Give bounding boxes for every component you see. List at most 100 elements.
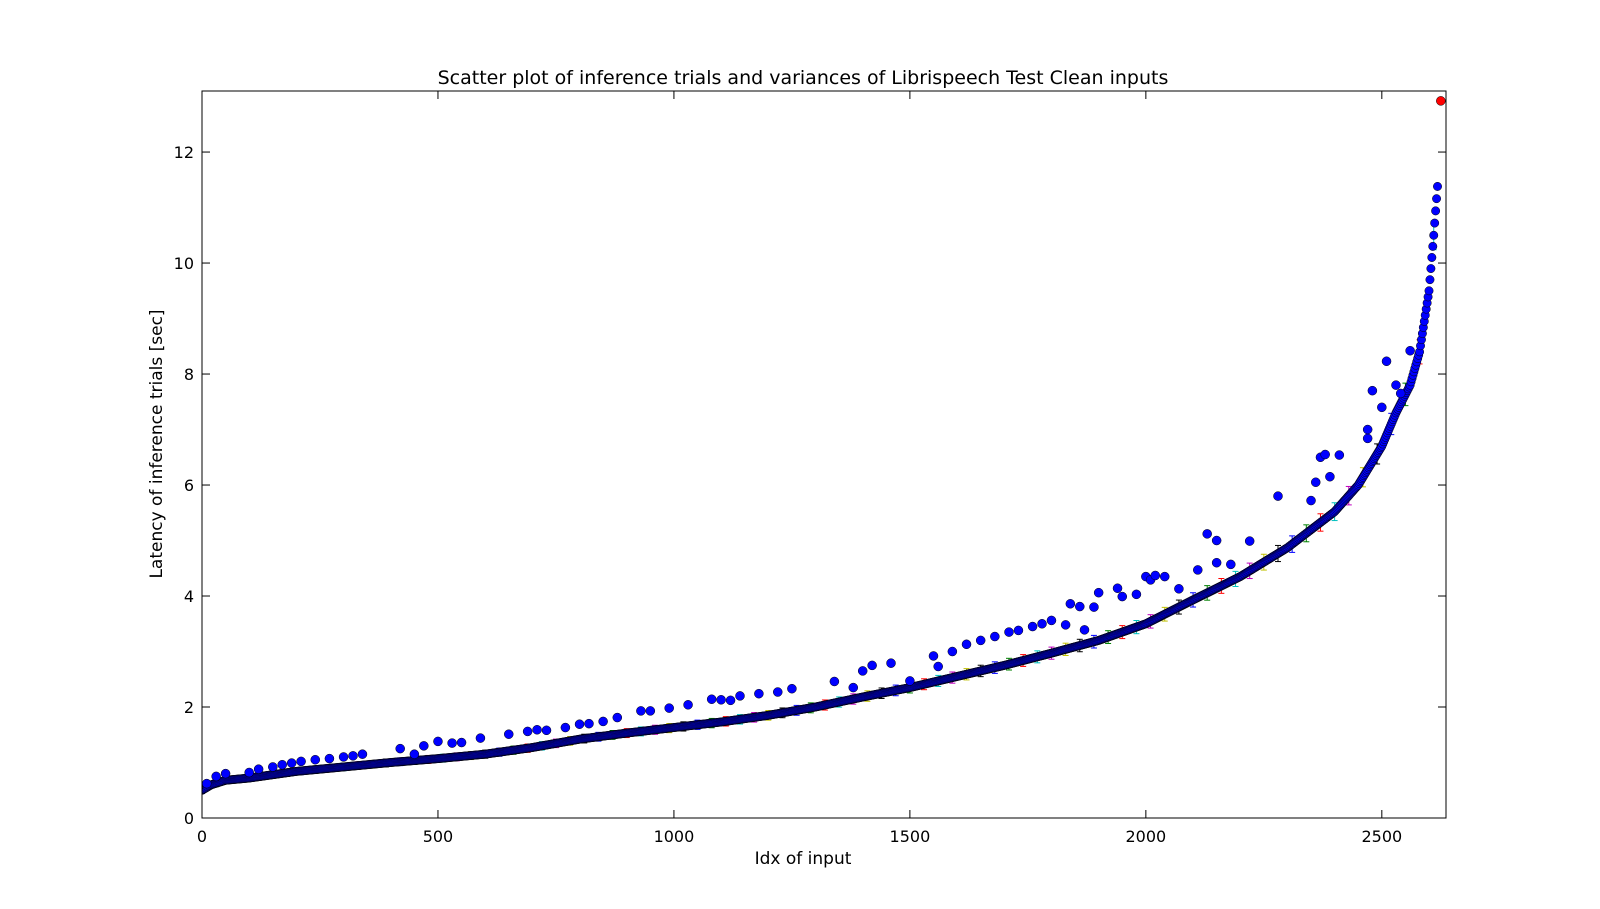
- axes: 0 500 1000 1500 2000 2500 0 2 4 6 8 10 12: [174, 90, 1447, 846]
- outlier-point: [1079, 625, 1090, 635]
- outlier-point: [990, 631, 1000, 642]
- outlier-point: [211, 771, 221, 782]
- outlier-point: [357, 749, 368, 759]
- outlier-point: [1334, 450, 1345, 460]
- outlier-point: [1060, 620, 1071, 630]
- outlier-point: [975, 635, 986, 646]
- outlier-point: [244, 767, 254, 778]
- outlier-point: [1367, 385, 1378, 396]
- outlier-point: [286, 758, 297, 768]
- outlier-point: [1362, 424, 1373, 435]
- outlier-point: [1320, 449, 1330, 460]
- outlier-point: [1093, 587, 1104, 598]
- outlier-point: [1046, 615, 1057, 626]
- outlier-point: [612, 712, 623, 723]
- outlier-point: [735, 691, 745, 701]
- outlier-point: [947, 646, 958, 657]
- y-tick-label: 0: [184, 809, 194, 828]
- outlier-point: [725, 695, 736, 706]
- y-axis-label: Latency of inference trials [sec]: [147, 309, 167, 578]
- outlier-point: [1075, 601, 1085, 612]
- y-tick-label: 2: [184, 698, 194, 717]
- outlier-point: [220, 768, 231, 779]
- outlier-point: [886, 658, 896, 668]
- chart-title: Scatter plot of inference trials and var…: [438, 67, 1169, 89]
- outlier-point: [1174, 584, 1184, 594]
- outlier-point: [1117, 591, 1128, 602]
- outlier-point: [277, 759, 287, 770]
- x-tick-label: 2500: [1361, 827, 1402, 846]
- outlier-point: [447, 738, 457, 748]
- outlier-point: [419, 741, 429, 751]
- trial-point: [1428, 241, 1438, 251]
- max-point: [1436, 96, 1446, 106]
- outlier-point: [598, 716, 608, 727]
- outlier-point: [664, 703, 674, 713]
- x-tick-label: 1000: [654, 827, 695, 846]
- outlier-point: [1004, 627, 1014, 637]
- trial-point: [1433, 182, 1442, 191]
- y-tick-label: 12: [174, 143, 194, 162]
- outlier-point: [1377, 402, 1387, 413]
- outlier-point: [1131, 589, 1142, 600]
- outlier-point: [1112, 583, 1123, 593]
- outlier-point: [1211, 535, 1222, 546]
- outlier-point: [433, 736, 443, 747]
- x-tick-label: 2000: [1125, 827, 1166, 846]
- outlier-point: [1193, 565, 1203, 575]
- outlier-point: [773, 687, 783, 697]
- outlier-point: [683, 700, 693, 710]
- trial-point: [1429, 230, 1439, 240]
- outlier-point: [716, 695, 726, 705]
- outlier-point: [202, 778, 212, 789]
- y-tick-label: 6: [184, 476, 194, 495]
- outlier-points: [202, 345, 1415, 789]
- x-tick-label: 500: [423, 827, 454, 846]
- outlier-point: [475, 733, 486, 743]
- outlier-point: [253, 764, 264, 774]
- outlier-point: [1159, 571, 1170, 582]
- outlier-point: [933, 661, 943, 672]
- outlier-point: [1065, 599, 1076, 609]
- trial-point: [1425, 275, 1435, 285]
- outlier-point: [541, 725, 552, 736]
- outlier-point: [1405, 345, 1415, 356]
- outlier-point: [268, 762, 278, 772]
- axes-frame: [201, 90, 1447, 819]
- outlier-point: [1381, 356, 1392, 367]
- outlier-point: [1362, 433, 1373, 444]
- outlier-point: [532, 725, 542, 735]
- outlier-point: [867, 660, 877, 671]
- outlier-point: [310, 754, 321, 765]
- outlier-point: [395, 743, 405, 754]
- x-tick-label: 1500: [890, 827, 931, 846]
- outlier-point: [829, 676, 840, 687]
- outlier-point: [338, 752, 349, 762]
- outlier-point: [645, 706, 656, 716]
- outlier-point: [522, 726, 533, 737]
- outlier-point: [905, 676, 915, 686]
- trial-point: [1426, 264, 1436, 274]
- outlier-point: [848, 682, 859, 693]
- outlier-point: [1325, 471, 1335, 482]
- outlier-point: [1226, 559, 1236, 570]
- trial-point: [1431, 206, 1441, 216]
- outlier-point: [574, 719, 585, 729]
- outlier-point: [1273, 491, 1283, 501]
- outlier-point: [1037, 619, 1047, 629]
- outlier-point: [1391, 380, 1401, 390]
- y-tick-label: 8: [184, 365, 194, 384]
- outlier-point: [456, 737, 467, 748]
- plot-area: [202, 96, 1446, 795]
- y-tick-label: 10: [174, 254, 194, 273]
- outlier-point: [348, 751, 358, 761]
- outlier-point: [560, 722, 571, 733]
- outlier-point: [296, 756, 306, 767]
- outlier-point: [961, 639, 972, 650]
- y-tick-label: 4: [184, 587, 194, 606]
- outlier-point: [636, 706, 646, 716]
- outlier-point: [1395, 388, 1406, 399]
